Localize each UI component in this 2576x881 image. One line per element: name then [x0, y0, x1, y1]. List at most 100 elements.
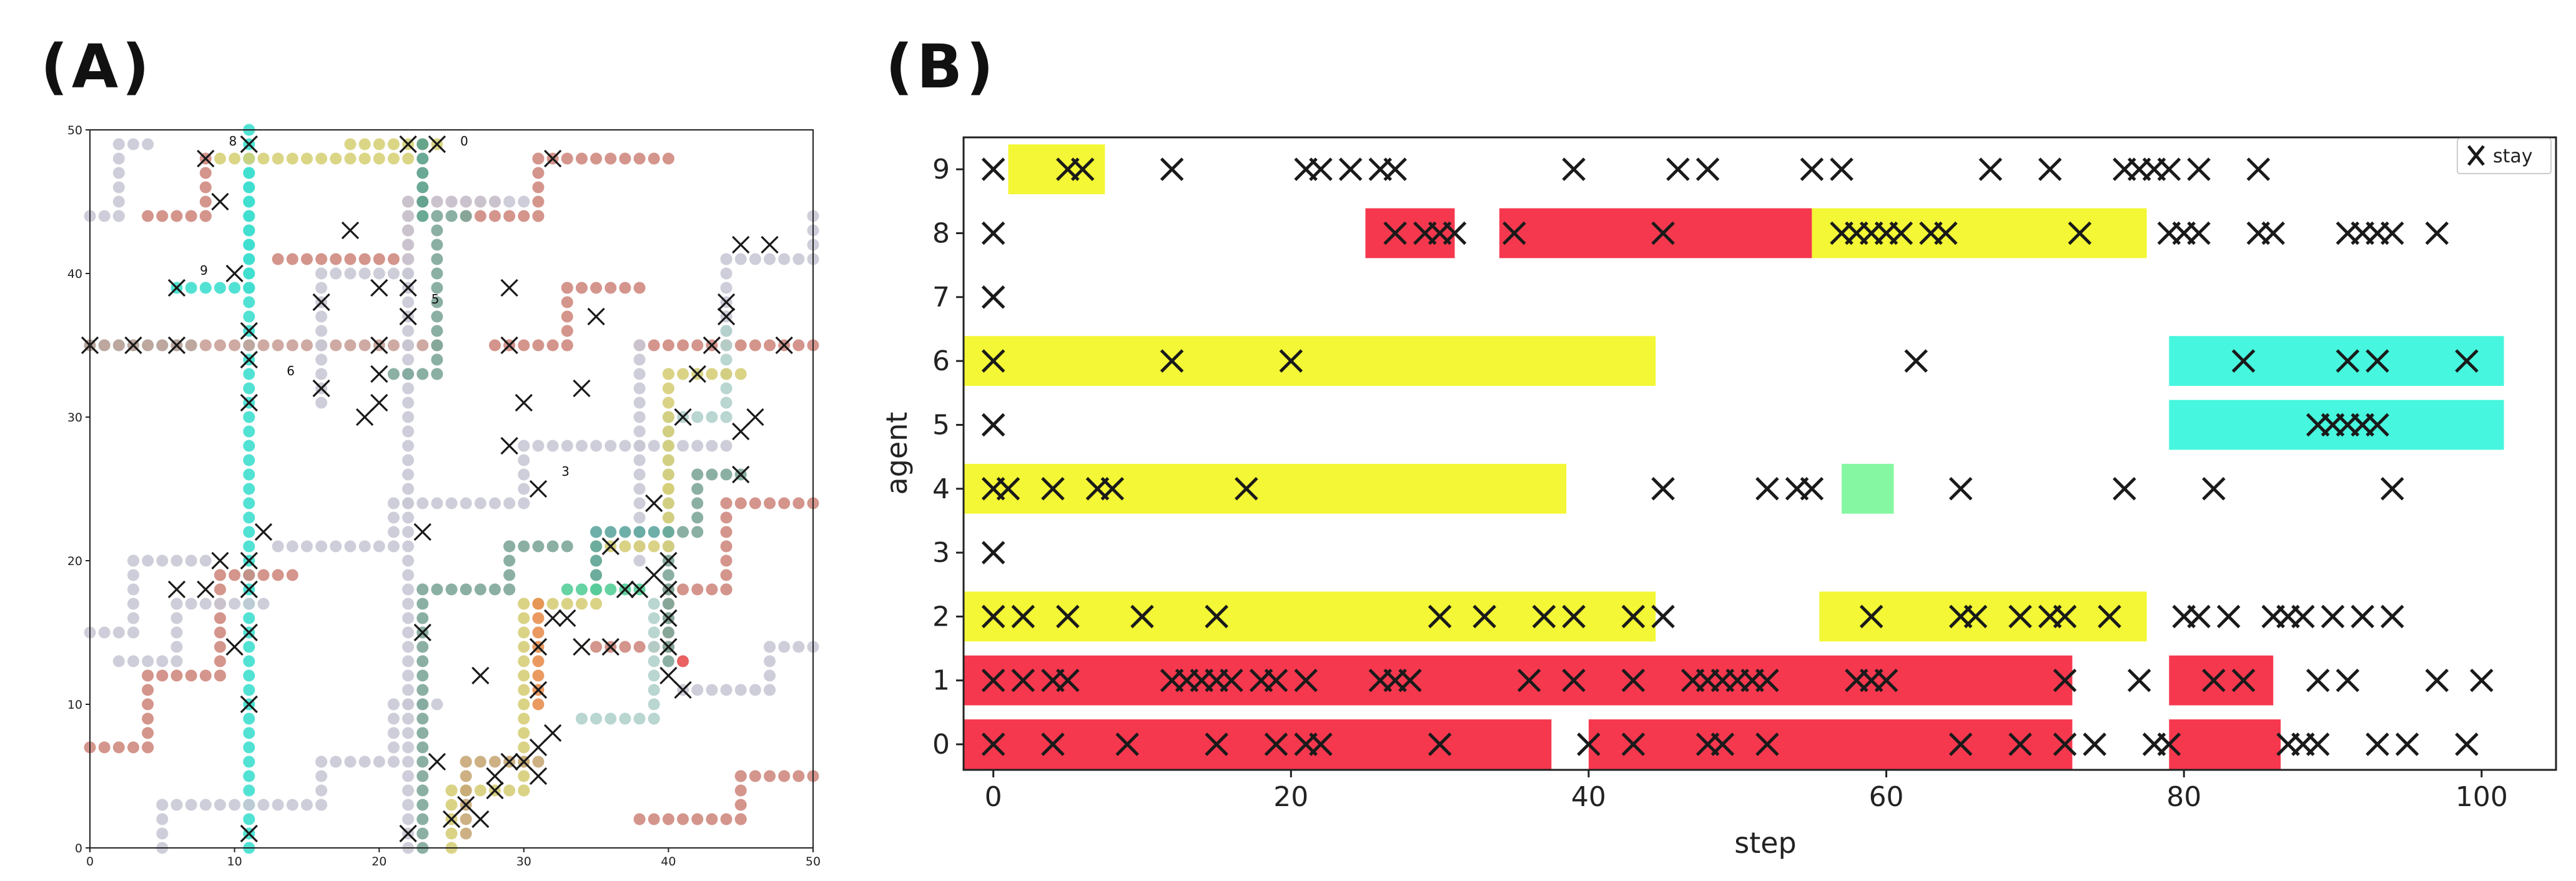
stay-marker [1428, 732, 1452, 756]
path-dot [243, 224, 255, 237]
path-dot [431, 368, 443, 380]
path-dot [648, 598, 660, 610]
path-14 [84, 138, 154, 222]
stay-series-agent-0 [981, 732, 2479, 756]
path-dot [474, 583, 486, 596]
panel-a-label: (A) [41, 32, 153, 102]
stay-marker [2068, 221, 2092, 245]
path-dot [633, 339, 646, 352]
path-dot [402, 382, 415, 395]
stay-marker [645, 494, 663, 513]
stay-marker [1473, 604, 1496, 629]
path-dot [575, 282, 588, 294]
path-dot [373, 138, 385, 150]
path-dot [662, 152, 674, 165]
path-dot [185, 669, 197, 682]
path-dot [503, 210, 516, 222]
path-dot [243, 382, 255, 395]
path-dot [532, 195, 545, 208]
stay-marker [428, 752, 446, 771]
stay-marker [370, 365, 388, 383]
path-dot [792, 497, 805, 509]
y-tick-label: 7 [932, 282, 950, 313]
x-tick-label: 100 [2455, 781, 2508, 813]
stay-marker [197, 149, 215, 168]
path-dot [417, 669, 429, 682]
path-dot [518, 741, 530, 754]
highlight-band [1812, 208, 2147, 258]
x-tick-label: 0 [86, 855, 94, 869]
path-dot [243, 784, 255, 797]
stay-marker [1889, 221, 1913, 245]
stay-marker [659, 666, 678, 685]
stay-marker [312, 379, 330, 398]
path-dot [720, 253, 733, 265]
path-dot [373, 253, 385, 265]
path-dot [402, 353, 415, 366]
path-dot [518, 727, 530, 739]
highlight-band [964, 336, 1656, 386]
stay-marker [1651, 477, 1675, 501]
stay-marker [370, 278, 388, 297]
stay-marker [211, 551, 229, 570]
path-18 [112, 598, 270, 667]
stay-marker [1383, 221, 1407, 245]
path-dot [142, 210, 154, 222]
stay-marker [529, 767, 548, 785]
path-dot [561, 540, 573, 553]
stay-marker [1011, 668, 1035, 692]
path-dot [170, 210, 183, 222]
stay-marker [500, 436, 518, 455]
path-dot [156, 669, 169, 682]
path-dot [387, 138, 400, 150]
path-dot [243, 727, 255, 739]
stay-marker [240, 623, 258, 642]
legend-stay-label: stay [2493, 145, 2533, 167]
path-dot [315, 799, 328, 811]
path-dot [286, 253, 299, 265]
panel-a-paths [84, 124, 819, 854]
y-tick-label: 30 [67, 411, 82, 425]
y-tick-label: 0 [932, 729, 950, 760]
path-dot [648, 152, 660, 165]
path-dot [402, 224, 415, 237]
panel-a-plot-area [90, 130, 813, 848]
path-dot [402, 396, 415, 409]
path-dot [518, 483, 530, 495]
path-dot [185, 210, 197, 222]
path-dot [402, 425, 415, 438]
stay-marker [2187, 157, 2211, 181]
path-dot [445, 799, 458, 811]
y-tick-label: 0 [75, 842, 82, 855]
path-dot [417, 655, 429, 667]
path-dot [720, 339, 733, 352]
path-dot [402, 813, 415, 825]
stay-marker [674, 408, 692, 426]
path-dot [764, 641, 776, 653]
stay-marker [1755, 732, 1779, 756]
highlight-band [2169, 655, 2274, 706]
stay-marker [543, 149, 562, 168]
path-dot [112, 181, 125, 194]
path-dot [677, 813, 689, 825]
stay-marker [500, 336, 518, 355]
stay-marker [2381, 477, 2404, 501]
path-dot [633, 554, 646, 567]
path-dot [344, 339, 357, 352]
stay-marker [413, 523, 432, 541]
path-dot [214, 152, 226, 165]
path-dot [417, 210, 429, 222]
path-dot [503, 784, 516, 797]
path-dot [633, 396, 646, 409]
stay-marker [2008, 604, 2032, 629]
path-dot [402, 712, 415, 725]
path-dot [518, 669, 530, 682]
y-tick-label: 40 [67, 267, 82, 281]
path-dot [315, 152, 328, 165]
stay-marker [573, 637, 591, 656]
stay-marker [1130, 604, 1154, 629]
path-dot [112, 138, 125, 150]
path-dot [605, 583, 617, 596]
path-dot [156, 554, 169, 567]
path-dot [156, 799, 169, 811]
